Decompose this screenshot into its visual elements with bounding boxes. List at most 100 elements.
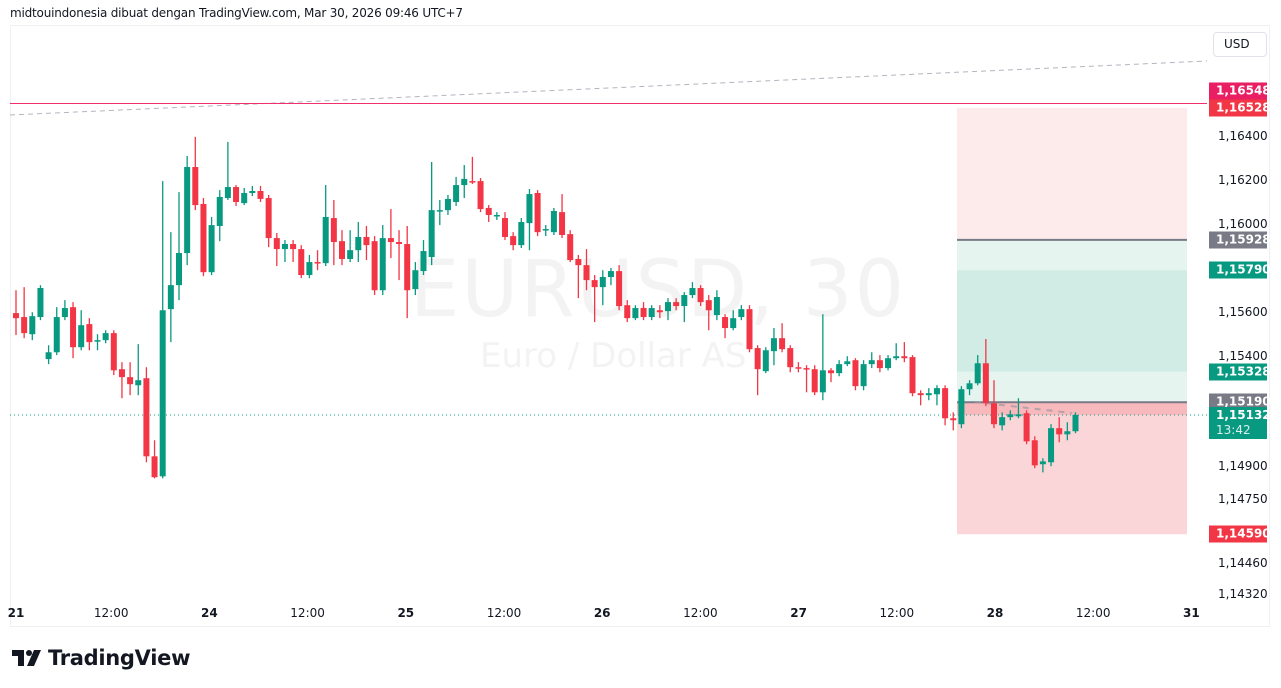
bar-countdown: 13:42 xyxy=(1216,422,1251,437)
candle-body xyxy=(94,340,101,342)
candle-body xyxy=(534,192,541,233)
target-zone[interactable] xyxy=(957,270,1187,372)
price-tick-label: 1,16400 xyxy=(1218,129,1268,143)
stop-zone-upper[interactable] xyxy=(957,107,1187,240)
candle-body xyxy=(493,214,500,217)
candle xyxy=(29,312,36,341)
candle xyxy=(477,178,484,213)
candle-body xyxy=(836,364,843,374)
candle-body xyxy=(224,187,231,199)
candle-body xyxy=(640,308,647,318)
candle-body xyxy=(322,216,329,264)
candle xyxy=(127,362,134,396)
candle-body xyxy=(281,244,288,250)
candle-body xyxy=(1007,414,1014,418)
candle xyxy=(249,185,256,197)
candle xyxy=(1064,422,1071,441)
candle-body xyxy=(151,456,158,478)
candle xyxy=(624,300,631,323)
chart-pane[interactable] xyxy=(10,25,1270,627)
candle xyxy=(322,185,329,267)
position-tool[interactable] xyxy=(957,107,1187,535)
candle xyxy=(868,352,875,369)
open-loss-zone[interactable] xyxy=(957,402,1187,415)
candle xyxy=(184,156,191,266)
candle xyxy=(412,262,419,296)
candle xyxy=(933,385,940,406)
candle xyxy=(444,194,451,215)
candle xyxy=(958,386,965,429)
candle xyxy=(371,236,378,296)
stop-zone-lower[interactable] xyxy=(957,414,1187,535)
candle-body xyxy=(404,244,411,291)
candle-body xyxy=(444,198,451,211)
candle xyxy=(730,310,737,331)
candle-body xyxy=(844,361,851,365)
candle-body xyxy=(371,241,378,291)
time-axis-day-label: 24 xyxy=(201,606,218,620)
candle xyxy=(347,230,354,263)
time-axis-day-label: 21 xyxy=(7,606,25,620)
candle-body xyxy=(208,225,215,273)
candle xyxy=(559,194,566,239)
candle xyxy=(13,290,19,336)
candle xyxy=(925,388,932,401)
candle xyxy=(762,347,769,374)
candle xyxy=(224,141,231,201)
candle-body xyxy=(868,360,875,365)
candle xyxy=(241,187,248,206)
candle-body xyxy=(387,238,394,243)
candle-body xyxy=(550,211,557,233)
candle xyxy=(257,185,264,202)
candle-body xyxy=(770,338,777,352)
candle xyxy=(876,355,883,373)
candle-body xyxy=(176,253,182,286)
candle-body xyxy=(583,265,590,281)
candle xyxy=(746,305,753,353)
trend-line[interactable] xyxy=(9,60,1208,116)
candle-body xyxy=(273,238,280,250)
candle xyxy=(795,362,802,373)
candle xyxy=(844,356,851,367)
candle xyxy=(950,412,957,431)
candle xyxy=(860,360,867,391)
candle-body xyxy=(420,251,427,272)
candle-body xyxy=(363,236,370,246)
tradingview-logo[interactable]: TradingView xyxy=(12,646,190,670)
time-axis-time-label: 12:00 xyxy=(290,606,325,620)
price-tag: 1,14590 xyxy=(1209,525,1271,543)
candle-body xyxy=(697,288,704,303)
candle xyxy=(1007,410,1014,421)
candle xyxy=(420,240,427,276)
currency-button[interactable]: USD xyxy=(1213,32,1267,57)
price-tick-label: 1,16000 xyxy=(1218,217,1268,231)
candle-body xyxy=(347,250,354,259)
candle xyxy=(1015,398,1022,419)
target-zone-light-lower[interactable] xyxy=(957,371,1187,403)
candle-body xyxy=(290,244,297,250)
candle xyxy=(78,310,85,351)
candle-body xyxy=(819,370,826,393)
candle-body xyxy=(656,310,663,313)
candle xyxy=(991,380,997,429)
candle xyxy=(290,240,297,263)
candle xyxy=(469,156,476,184)
candle-body xyxy=(110,333,117,371)
candle-body xyxy=(876,360,883,369)
time-axis-day-label: 27 xyxy=(790,606,807,620)
last-price-tag: 1,15132 13:42 xyxy=(1209,406,1271,439)
candle xyxy=(811,365,818,396)
candle-body xyxy=(665,302,671,312)
price-tick-label: 1,15600 xyxy=(1218,305,1268,319)
price-tick-label: 1,15400 xyxy=(1218,349,1268,363)
candle xyxy=(314,250,321,271)
candle-body xyxy=(966,383,973,390)
candle-body xyxy=(893,356,900,359)
candle-body xyxy=(999,417,1006,426)
candle-body xyxy=(306,262,313,276)
candle-body xyxy=(461,178,468,186)
target-zone-light-upper[interactable] xyxy=(957,239,1187,271)
candle xyxy=(216,190,223,242)
candle xyxy=(705,295,712,331)
